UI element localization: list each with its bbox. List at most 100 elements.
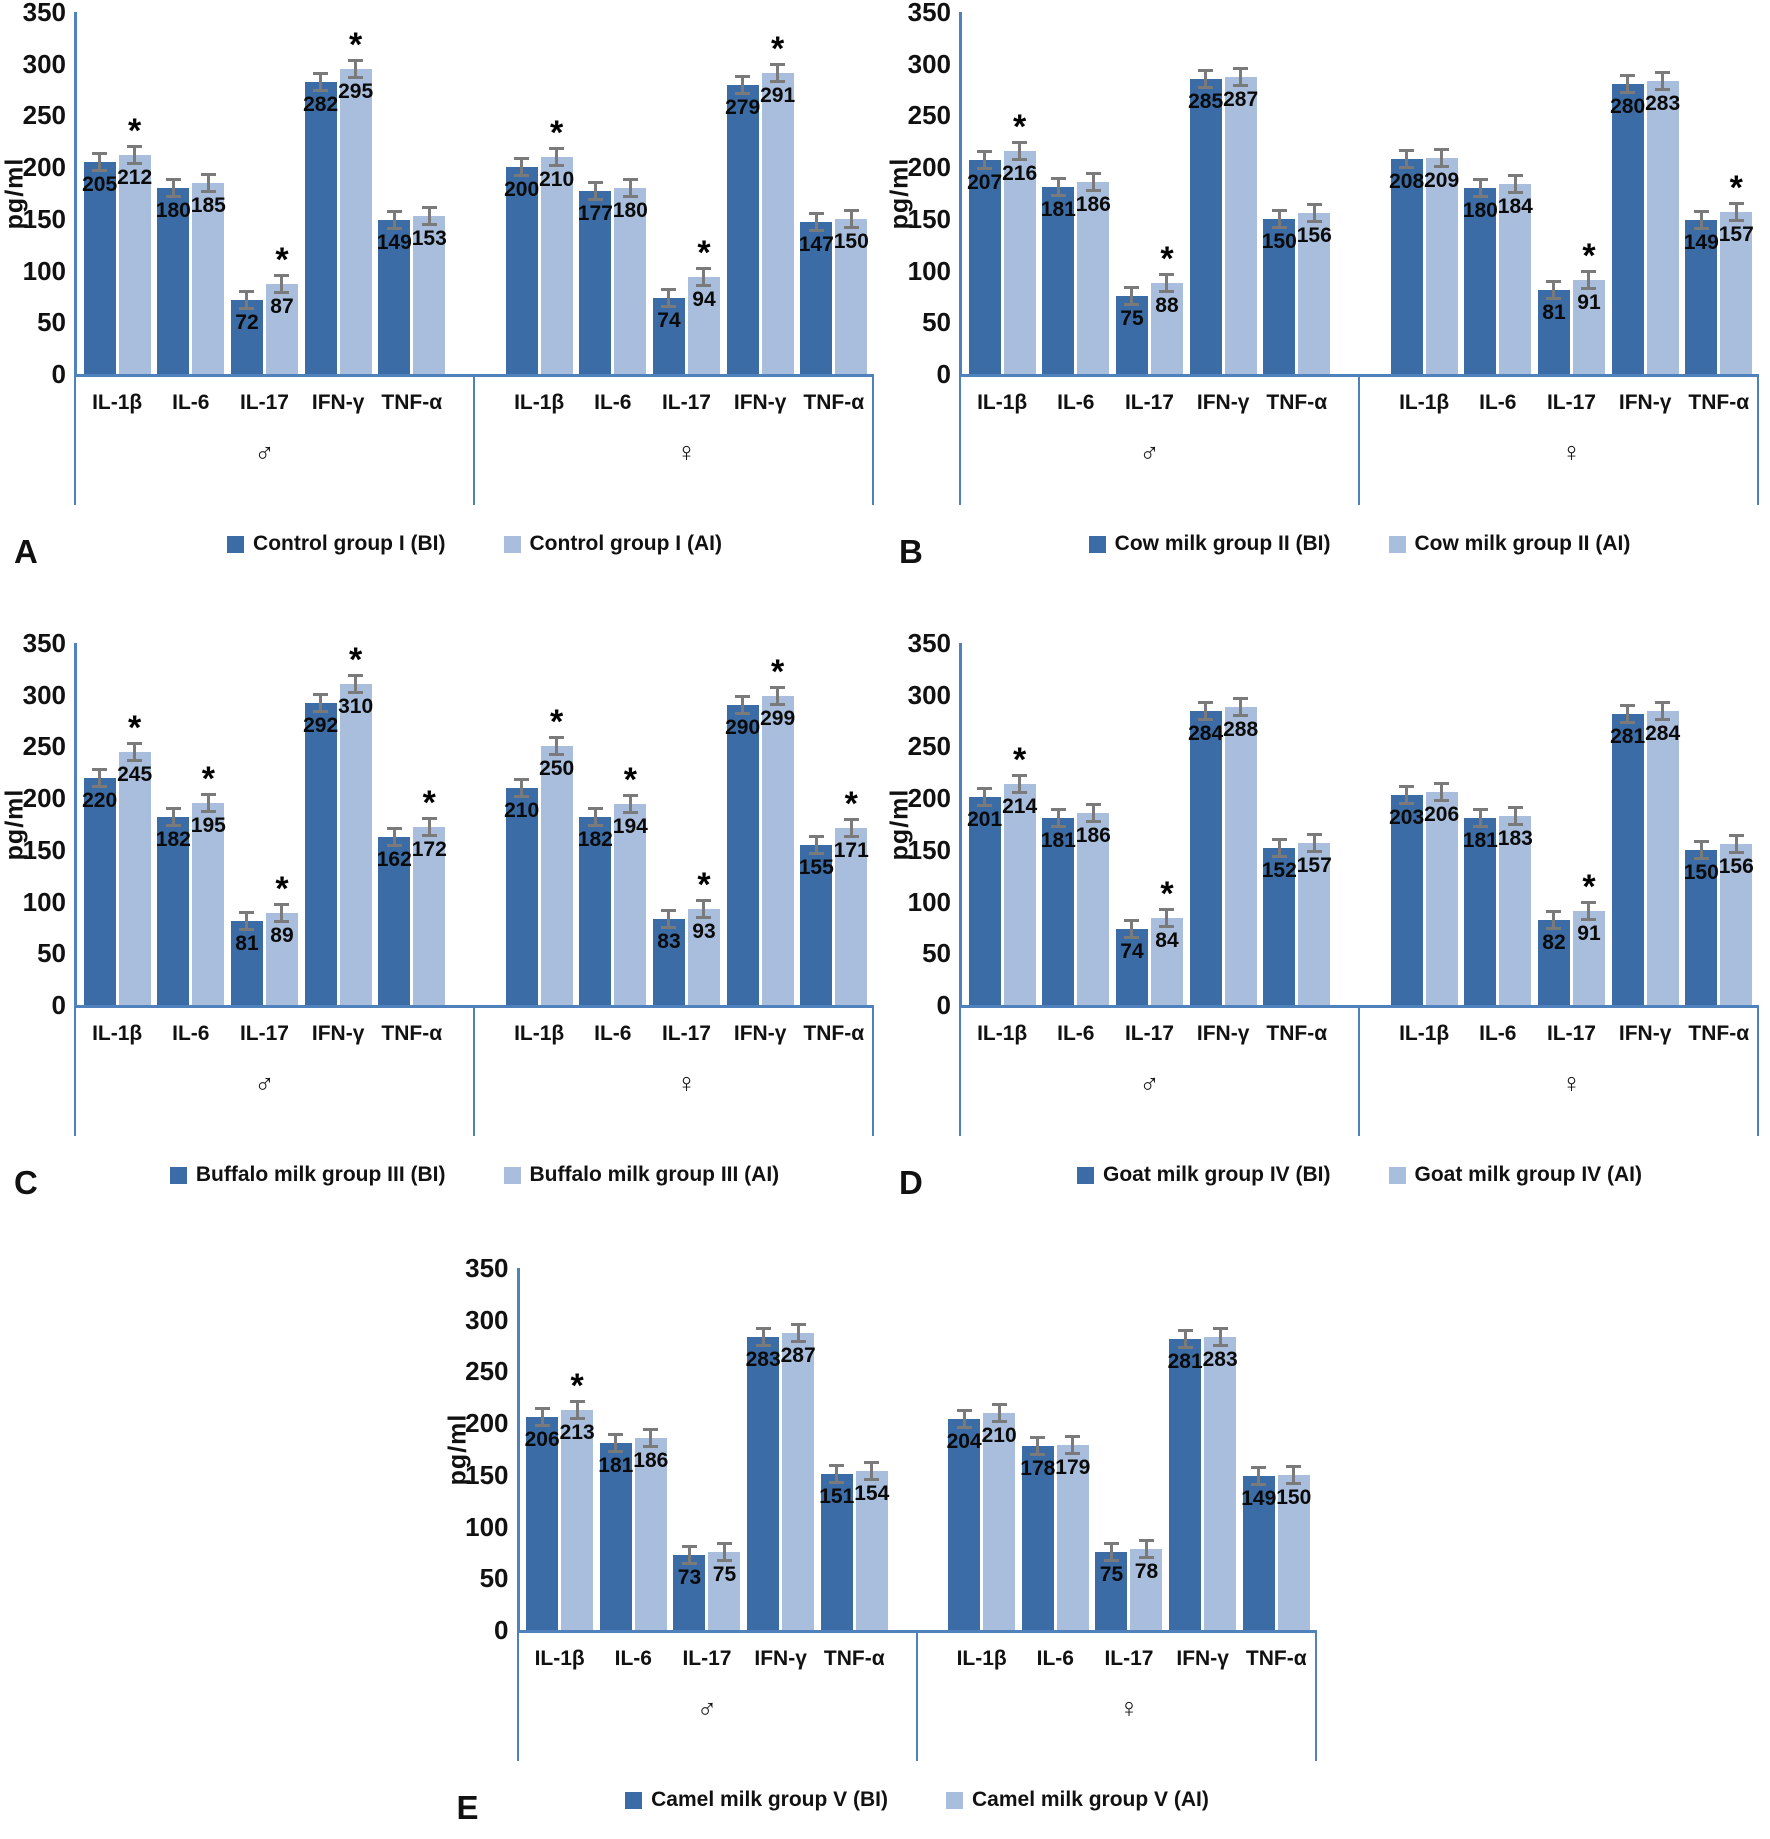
category-label: IL-1β <box>514 1022 565 1045</box>
error-bar-stem <box>776 63 780 83</box>
bar-value-label: 181 <box>1462 828 1498 852</box>
male-symbol: ♂ <box>254 1068 275 1098</box>
error-bar-stem <box>849 818 853 839</box>
bar-group-ai-IL-1β: 206 <box>1424 643 1459 1005</box>
bar-value-label: 185 <box>190 193 226 217</box>
bar-value-label: 186 <box>1075 192 1111 216</box>
bar-group-bi-TNF-α: 155 <box>799 643 834 1005</box>
bar-value-label: 156 <box>1718 854 1754 878</box>
x-axis-box: IL-1β IL-6 IL-17 IFN-γ TNF-α ♂ IL-1β IL-6 IL-17 I… <box>74 374 874 505</box>
ai-bar-TNF-α-panel-E <box>1277 1474 1310 1630</box>
category-label: IFN-γ <box>1196 1022 1250 1045</box>
ai-bar-IL-6-panel-C <box>614 804 647 1005</box>
plot-row: pg/ml 350 300 250 200 150 100 50 0 201 214 * 181 186 7… <box>885 630 1770 1018</box>
category-label: IL-1β <box>92 391 143 414</box>
legend-swatch-ai <box>1388 535 1406 553</box>
bi-bar-IL-1β-panel-A <box>83 162 116 374</box>
bar-value-label: 283 <box>1645 92 1681 116</box>
female-symbol: ♀ <box>1561 437 1582 467</box>
category-label: IFN-γ <box>311 1022 365 1045</box>
bar-group-ai-IL-1β: 214 * <box>1002 643 1037 1005</box>
error-bar <box>696 898 712 919</box>
figure-row-middle: pg/ml 350 300 250 200 150 100 50 0 220 245 * 182 195 *… <box>0 630 1770 1208</box>
plot-half-male: 206 213 * 181 186 73 75 283 287 151 154 <box>520 1268 895 1630</box>
x-axis-halves: IL-1β IL-6 IL-17 IFN-γ TNF-α ♂ IL-1β IL-6 IL-17 I… <box>74 1008 874 1099</box>
bar-group-bi-TNF-α: 149 <box>377 12 412 374</box>
bi-bar-IL-17-panel-B <box>1115 296 1148 374</box>
error-bar-stem <box>1165 908 1169 929</box>
x-axis-middle-divider <box>1358 377 1360 505</box>
error-bar-stem <box>1587 900 1591 921</box>
y-tick-label: 300 <box>22 48 66 79</box>
bar-group-ai-TNF-α: 157 * <box>1719 12 1754 374</box>
error-bar <box>274 274 290 294</box>
bar-group-bi-IFN-γ: 282 <box>303 12 338 374</box>
category-label: TNF-α <box>1266 1022 1328 1045</box>
y-tick-label: 250 <box>22 731 66 762</box>
error-bar-stem <box>1218 1327 1222 1348</box>
error-bar-stem <box>427 817 431 838</box>
chart-panel-D: pg/ml 350 300 250 200 150 100 50 0 201 214 * 181 186 7… <box>885 630 1770 1208</box>
error-bar-stem <box>1239 697 1243 718</box>
plot-half-male: 220 245 * 182 195 * 81 89 * 292 310 * 162 172 * <box>77 643 452 1005</box>
legend-item-bi: Cow milk group II (BI) <box>1088 532 1331 556</box>
error-bar-stem <box>1734 201 1738 222</box>
male-symbol: ♂ <box>254 437 275 467</box>
bar-value-label: 82 <box>1542 931 1566 955</box>
error-bar <box>681 1544 697 1565</box>
panel-letter-D: D <box>899 1164 923 1201</box>
category-label: IL-1β <box>977 391 1028 414</box>
bar-value-label: 149 <box>376 230 412 254</box>
category-label: IL-6 <box>594 1022 632 1045</box>
y-tick-label: 200 <box>22 152 66 183</box>
legend-swatch-ai <box>1388 1166 1406 1184</box>
bar-group-ai-IL-6: 186 <box>633 1268 668 1630</box>
y-tick-label: 250 <box>907 731 951 762</box>
male-symbol: ♂ <box>696 1693 718 1723</box>
bar-group-ai-IL-1β: 212 * <box>117 12 152 374</box>
y-tick-label: 250 <box>22 100 66 131</box>
category-group-IL-17: 81 91 * <box>1537 12 1605 374</box>
category-group-IL-17: 74 84 * <box>1115 643 1183 1005</box>
significance-asterisk: * <box>349 25 363 64</box>
bar-group-ai-TNF-α: 171 * <box>834 643 869 1005</box>
legend: Control group I (BI) Control group I (AI) <box>163 532 722 556</box>
ai-bar-IFN-γ-panel-C <box>761 695 794 1005</box>
error-bar-stem <box>1552 910 1556 931</box>
significance-asterisk: * <box>550 703 564 742</box>
category-labels: IL-1β IL-6 IL-17 IFN-γ TNF-α <box>962 1008 1337 1046</box>
bar-value-label: 172 <box>411 838 447 862</box>
bi-bar-IL-6-panel-C <box>157 816 190 1005</box>
bar-value-label: 186 <box>633 1448 669 1472</box>
ai-bar-IL-17-panel-C <box>687 908 720 1005</box>
chart-panel-E: pg/ml 350 300 250 200 150 100 50 0 206 213 * 181 186 7… <box>443 1255 1328 1833</box>
error-bar-stem <box>962 1409 966 1429</box>
female-symbol: ♀ <box>676 437 697 467</box>
bi-bar-TNF-α-panel-A <box>378 219 411 374</box>
y-tick-label: 200 <box>465 1408 509 1439</box>
bar-value-label: 181 <box>1040 828 1076 852</box>
legend-item-bi: Buffalo milk group III (BI) <box>169 1163 446 1187</box>
error-bar <box>386 827 402 848</box>
legend-label: Cow milk group II (BI) <box>1114 532 1331 555</box>
x-axis-half-female: IL-1β IL-6 IL-17 IFN-γ TNF-α ♀ <box>942 1633 1317 1724</box>
error-bar <box>1271 208 1287 229</box>
bar-value-label: 203 <box>1389 806 1425 829</box>
category-group-IFN-γ: 283 287 <box>746 1268 816 1630</box>
bar-group-ai-IL-1β: 216 * <box>1002 12 1037 374</box>
legend-item-bi: Camel milk group V (BI) <box>625 1788 888 1812</box>
ai-bar-IFN-γ-panel-D <box>1646 711 1679 1005</box>
category-label: IL-17 <box>1546 1022 1596 1045</box>
bi-bar-IL-17-panel-E <box>673 1554 706 1630</box>
error-bar <box>1306 832 1322 853</box>
bar-value-label: 207 <box>967 170 1003 194</box>
category-label: IL-17 <box>682 1647 732 1670</box>
bar-group-ai-IL-6: 183 <box>1498 643 1533 1005</box>
bar-group-bi-IL-6: 182 <box>156 643 191 1005</box>
legend-item-ai: Goat milk group IV (AI) <box>1388 1163 1642 1187</box>
bar-value-label: 194 <box>612 815 648 839</box>
error-bar <box>808 212 824 232</box>
bar-group-bi-IFN-γ: 285 <box>1188 12 1223 374</box>
category-label: TNF-α <box>823 1647 885 1670</box>
legend-swatch-bi <box>625 1791 643 1809</box>
